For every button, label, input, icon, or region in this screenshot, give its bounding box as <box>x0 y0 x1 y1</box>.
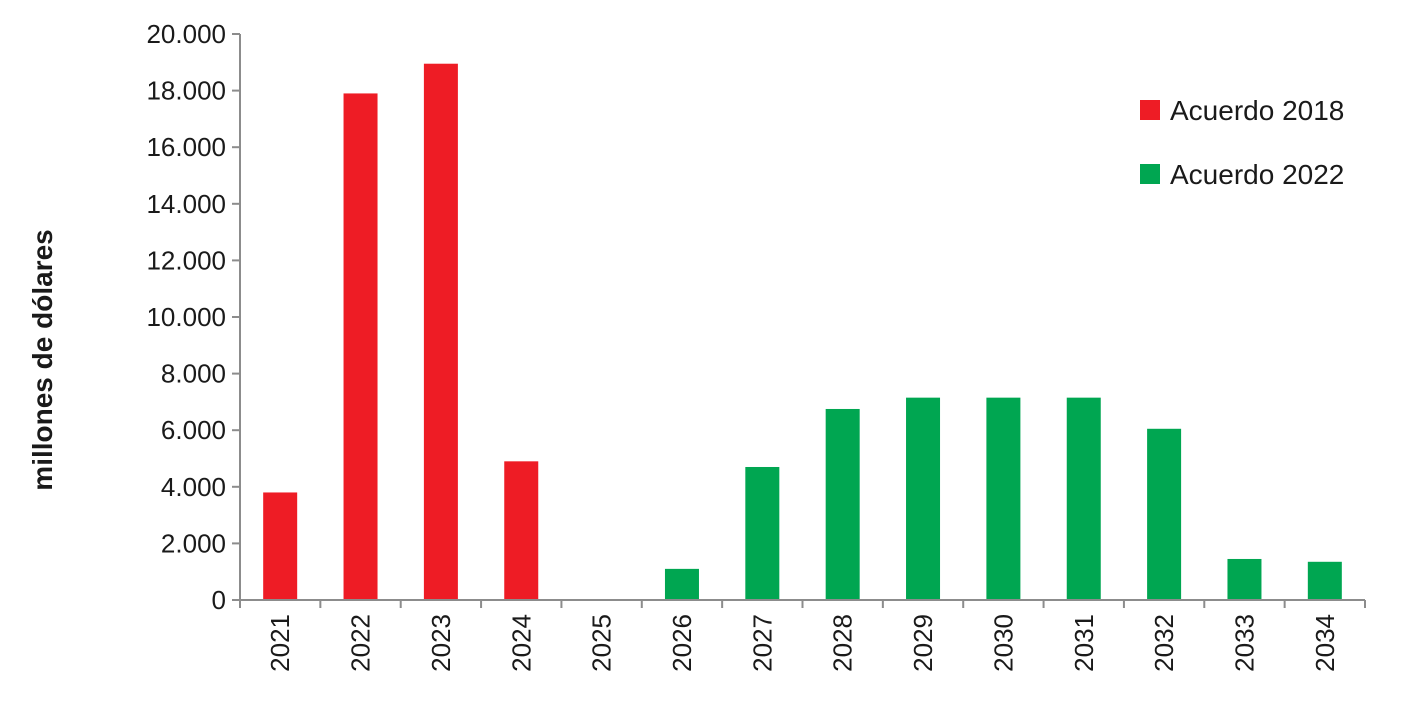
x-tick-label: 2029 <box>908 614 938 672</box>
x-tick-label: 2023 <box>426 614 456 672</box>
bar-acuerdo-2022-2028 <box>825 408 860 600</box>
x-tick-label: 2021 <box>265 614 295 672</box>
x-tick-label: 2027 <box>747 614 777 672</box>
x-tick-label: 2024 <box>506 614 536 672</box>
legend-swatch-acuerdo-2022 <box>1140 164 1160 184</box>
legend-label-acuerdo-2022: Acuerdo 2022 <box>1170 159 1344 190</box>
x-tick-label: 2032 <box>1149 614 1179 672</box>
bar-acuerdo-2022-2032 <box>1147 428 1182 600</box>
y-tick-label: 8.000 <box>161 359 226 389</box>
bar-acuerdo-2018-2023 <box>423 63 458 600</box>
y-tick-label: 6.000 <box>161 415 226 445</box>
bar-acuerdo-2018-2024 <box>504 461 539 600</box>
x-tick-label: 2025 <box>587 614 617 672</box>
bar-acuerdo-2022-2033 <box>1227 558 1262 600</box>
x-tick-label: 2030 <box>988 614 1018 672</box>
y-tick-label: 20.000 <box>146 19 226 49</box>
y-tick-label: 12.000 <box>146 245 226 275</box>
bar-acuerdo-2022-2030 <box>986 397 1021 600</box>
y-tick-label: 10.000 <box>146 302 226 332</box>
legend: Acuerdo 2018 Acuerdo 2022 <box>1140 95 1344 190</box>
x-tick-label: 2033 <box>1229 614 1259 672</box>
y-tick-label: 14.000 <box>146 189 226 219</box>
x-axis-ticks: 2021 2022 2023 2024 2025 2026 2027 2028 2029 2030… <box>239 600 1366 672</box>
y-tick-label: 0 <box>212 585 226 615</box>
bar-acuerdo-2018-2022 <box>343 93 378 601</box>
bar-acuerdo-2018-2021 <box>263 492 298 600</box>
y-tick-label: 16.000 <box>146 132 226 162</box>
bar-acuerdo-2022-2034 <box>1307 561 1342 600</box>
y-tick-label: 4.000 <box>161 472 226 502</box>
x-tick-label: 2022 <box>346 614 376 672</box>
bar-acuerdo-2022-2031 <box>1066 397 1101 600</box>
x-tick-label: 2034 <box>1310 614 1340 672</box>
legend-label-acuerdo-2018: Acuerdo 2018 <box>1170 95 1344 126</box>
x-tick-label: 2031 <box>1069 614 1099 672</box>
bar-acuerdo-2022-2027 <box>745 466 780 600</box>
legend-swatch-acuerdo-2018 <box>1140 100 1160 120</box>
y-axis-ticks: 0 2.000 4.000 6.000 8.000 10.000 12.000 14.000 1… <box>146 19 240 615</box>
x-tick-label: 2028 <box>828 614 858 672</box>
bars <box>263 63 1342 601</box>
x-tick-label: 2026 <box>667 614 697 672</box>
bar-acuerdo-2022-2026 <box>664 568 699 600</box>
bar-acuerdo-2022-2029 <box>906 397 941 600</box>
y-tick-label: 2.000 <box>161 528 226 558</box>
y-tick-label: 18.000 <box>146 76 226 106</box>
y-axis-title: millones de dólares <box>27 229 58 490</box>
